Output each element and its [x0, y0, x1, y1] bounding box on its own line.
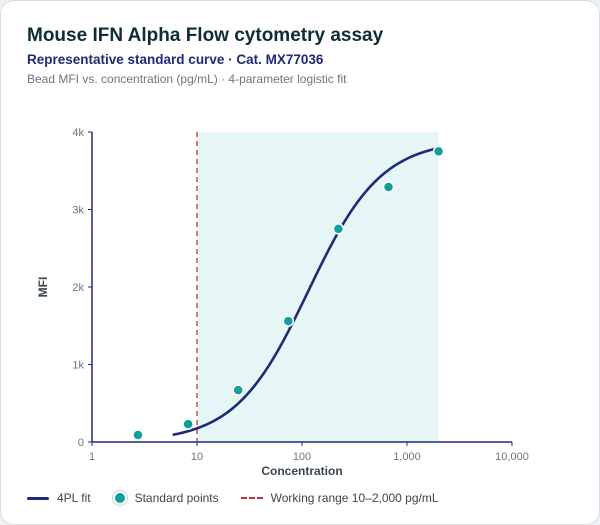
fit-line-swatch	[27, 496, 49, 500]
x-axis-title: Concentration	[261, 464, 342, 478]
x-tick-label: 10,000	[495, 451, 529, 463]
legend-points-label: Standard points	[134, 491, 219, 505]
range-line-swatch	[240, 497, 263, 499]
legend-item-fit: 4PL fit	[27, 491, 91, 505]
x-tick-label: 1	[89, 451, 95, 463]
y-tick-label: 2k	[72, 282, 84, 294]
chart-legend: 4PL fit Standard points Working range 10…	[27, 488, 439, 508]
chart-note: Bead MFI vs. concentration (pg/mL) · 4-p…	[27, 72, 347, 86]
standard-point	[282, 315, 295, 327]
legend-range-label: Working range 10–2,000 pg/mL	[270, 491, 439, 505]
legend-item-points: Standard points	[112, 491, 219, 505]
plot-layer: 0 1k 2k 3k 4k 1 10 100 1,000 10,000	[72, 127, 528, 463]
y-tick-label: 4k	[72, 127, 84, 139]
standard-point	[382, 181, 395, 193]
standard-curve-chart: 0 1k 2k 3k 4k 1 10 100 1,000 10,000 Concentration…	[36, 127, 529, 478]
legend-item-range: Working range 10–2,000 pg/mL	[240, 491, 439, 505]
standard-point	[432, 145, 445, 158]
y-tick-label: 1k	[72, 360, 84, 372]
working-range-band	[197, 132, 439, 442]
x-tick-label: 10	[191, 451, 203, 463]
chart-subtitle: Representative standard curve · Cat. MX7…	[27, 52, 324, 67]
point-swatch	[112, 491, 127, 505]
standard-point	[182, 418, 194, 430]
fit-curve	[172, 146, 440, 436]
y-tick-label: 0	[78, 437, 84, 449]
standard-point	[132, 429, 144, 441]
legend-fit-label: 4PL fit	[57, 491, 91, 505]
x-tick-label: 1,000	[393, 451, 421, 463]
chart-title: Mouse IFN Alpha Flow cytometry assay	[27, 25, 384, 46]
standard-point	[232, 384, 244, 396]
y-tick-label: 3k	[72, 205, 84, 217]
x-tick-label: 100	[293, 451, 311, 463]
standard-point	[332, 223, 345, 235]
y-axis-title: MFI	[36, 277, 50, 298]
